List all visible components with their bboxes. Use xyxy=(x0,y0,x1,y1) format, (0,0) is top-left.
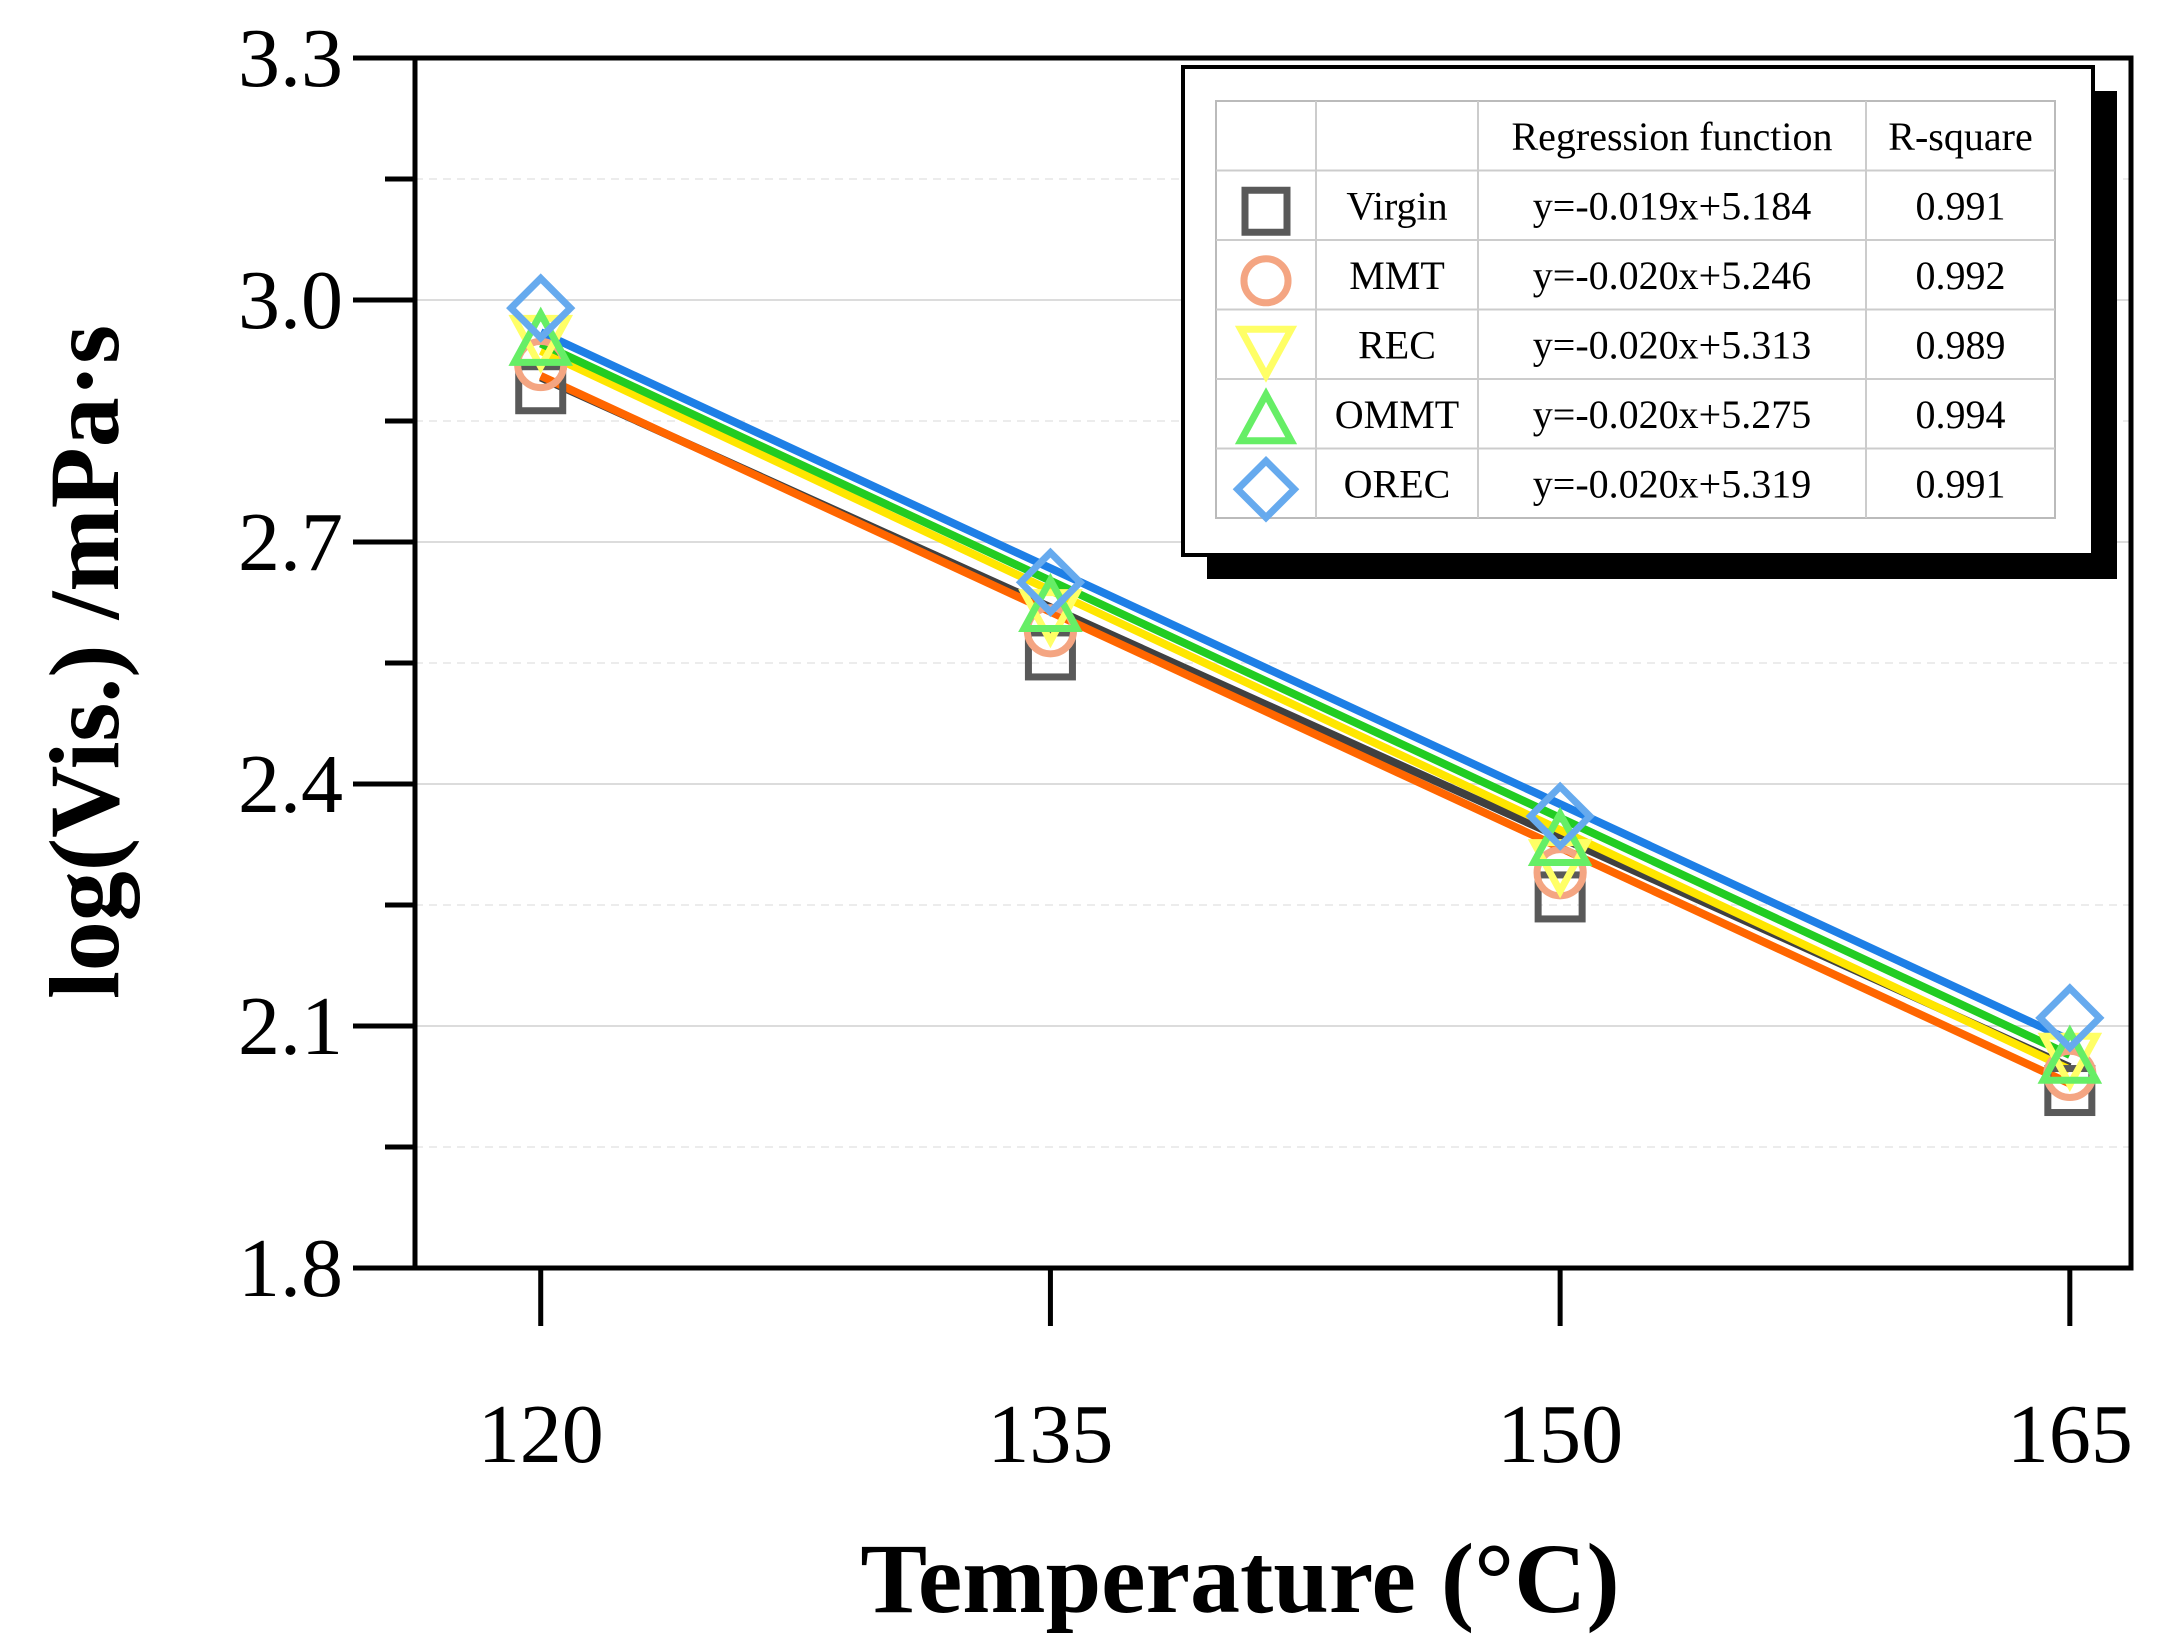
regression-line-orec xyxy=(539,328,2072,1044)
data-point-virgin xyxy=(1024,629,1076,681)
data-point-ommt xyxy=(2037,1024,2103,1084)
y-tick-label: 3.3 xyxy=(238,12,343,105)
data-point-virgin xyxy=(2044,1065,2096,1117)
legend-header-regression: Regression function xyxy=(1511,114,1832,159)
x-tick-label: 165 xyxy=(2007,1388,2133,1481)
data-point-ommt xyxy=(1018,572,1083,633)
data-point-rec xyxy=(1018,589,1083,649)
data-point-virgin xyxy=(1534,871,1586,923)
legend-r-square: 0.992 xyxy=(1916,253,2006,298)
regression-line-ommt xyxy=(539,339,2072,1059)
x-tick-label: 135 xyxy=(987,1388,1113,1481)
data-point-orec xyxy=(1015,547,1086,617)
legend-equation: y=-0.020x+5.319 xyxy=(1533,461,1811,506)
data-point-orec xyxy=(1525,781,1595,851)
legend-series-name: REC xyxy=(1358,322,1436,367)
y-tick-label: 3.0 xyxy=(238,254,343,347)
legend-marker-orec xyxy=(1232,455,1300,523)
x-tick-label: 150 xyxy=(1497,1388,1623,1481)
regression-lines xyxy=(539,328,2072,1088)
y-tick-label: 2.1 xyxy=(238,980,343,1073)
legend-equation: y=-0.020x+5.246 xyxy=(1533,253,1811,298)
legend-marker-mmt xyxy=(1240,255,1292,307)
legend-series-name: Virgin xyxy=(1346,183,1447,228)
x-axis-title: Temperature (°C) xyxy=(860,1523,1619,1634)
data-point-orec xyxy=(506,273,576,343)
y-tick-label: 2.4 xyxy=(238,738,343,831)
legend-series-name: MMT xyxy=(1349,253,1445,298)
legend-series-name: OMMT xyxy=(1335,392,1459,437)
regression-line-mmt xyxy=(539,372,2072,1088)
data-point-ommt xyxy=(508,306,574,366)
legend-marker-ommt xyxy=(1234,387,1298,445)
legend-r-square: 0.991 xyxy=(1916,183,2006,228)
legend-equation: y=-0.020x+5.275 xyxy=(1533,392,1811,437)
legend-marker-virgin xyxy=(1241,186,1291,236)
x-tick-label: 120 xyxy=(478,1388,604,1481)
data-markers xyxy=(506,273,2105,1117)
legend-equation: y=-0.020x+5.313 xyxy=(1533,322,1811,367)
legend-header-rsquare: R-square xyxy=(1888,114,2032,159)
legend: Regression function R-square Virgin y=-0.01… xyxy=(1181,65,2117,579)
legend-series-name: OREC xyxy=(1344,461,1451,506)
y-tick-label: 1.8 xyxy=(238,1222,343,1315)
legend-r-square: 0.989 xyxy=(1916,322,2006,367)
data-point-ommt xyxy=(1527,806,1593,866)
legend-r-square: 0.991 xyxy=(1916,461,2006,506)
regression-line-rec xyxy=(539,347,2072,1074)
legend-marker-rec xyxy=(1234,325,1298,383)
legend-r-square: 0.994 xyxy=(1916,392,2006,437)
legend-box xyxy=(1181,65,2095,557)
y-axis-title: log(Vis.) /mPa·s xyxy=(29,325,140,999)
axes: 1.8 2.1 2.4 2.7 3.0 3.3 120 135 150 165 xyxy=(238,12,2133,1481)
y-tick-label: 2.7 xyxy=(238,496,343,589)
legend-equation: y=-0.019x+5.184 xyxy=(1533,183,1811,228)
data-point-orec xyxy=(2035,983,2105,1053)
